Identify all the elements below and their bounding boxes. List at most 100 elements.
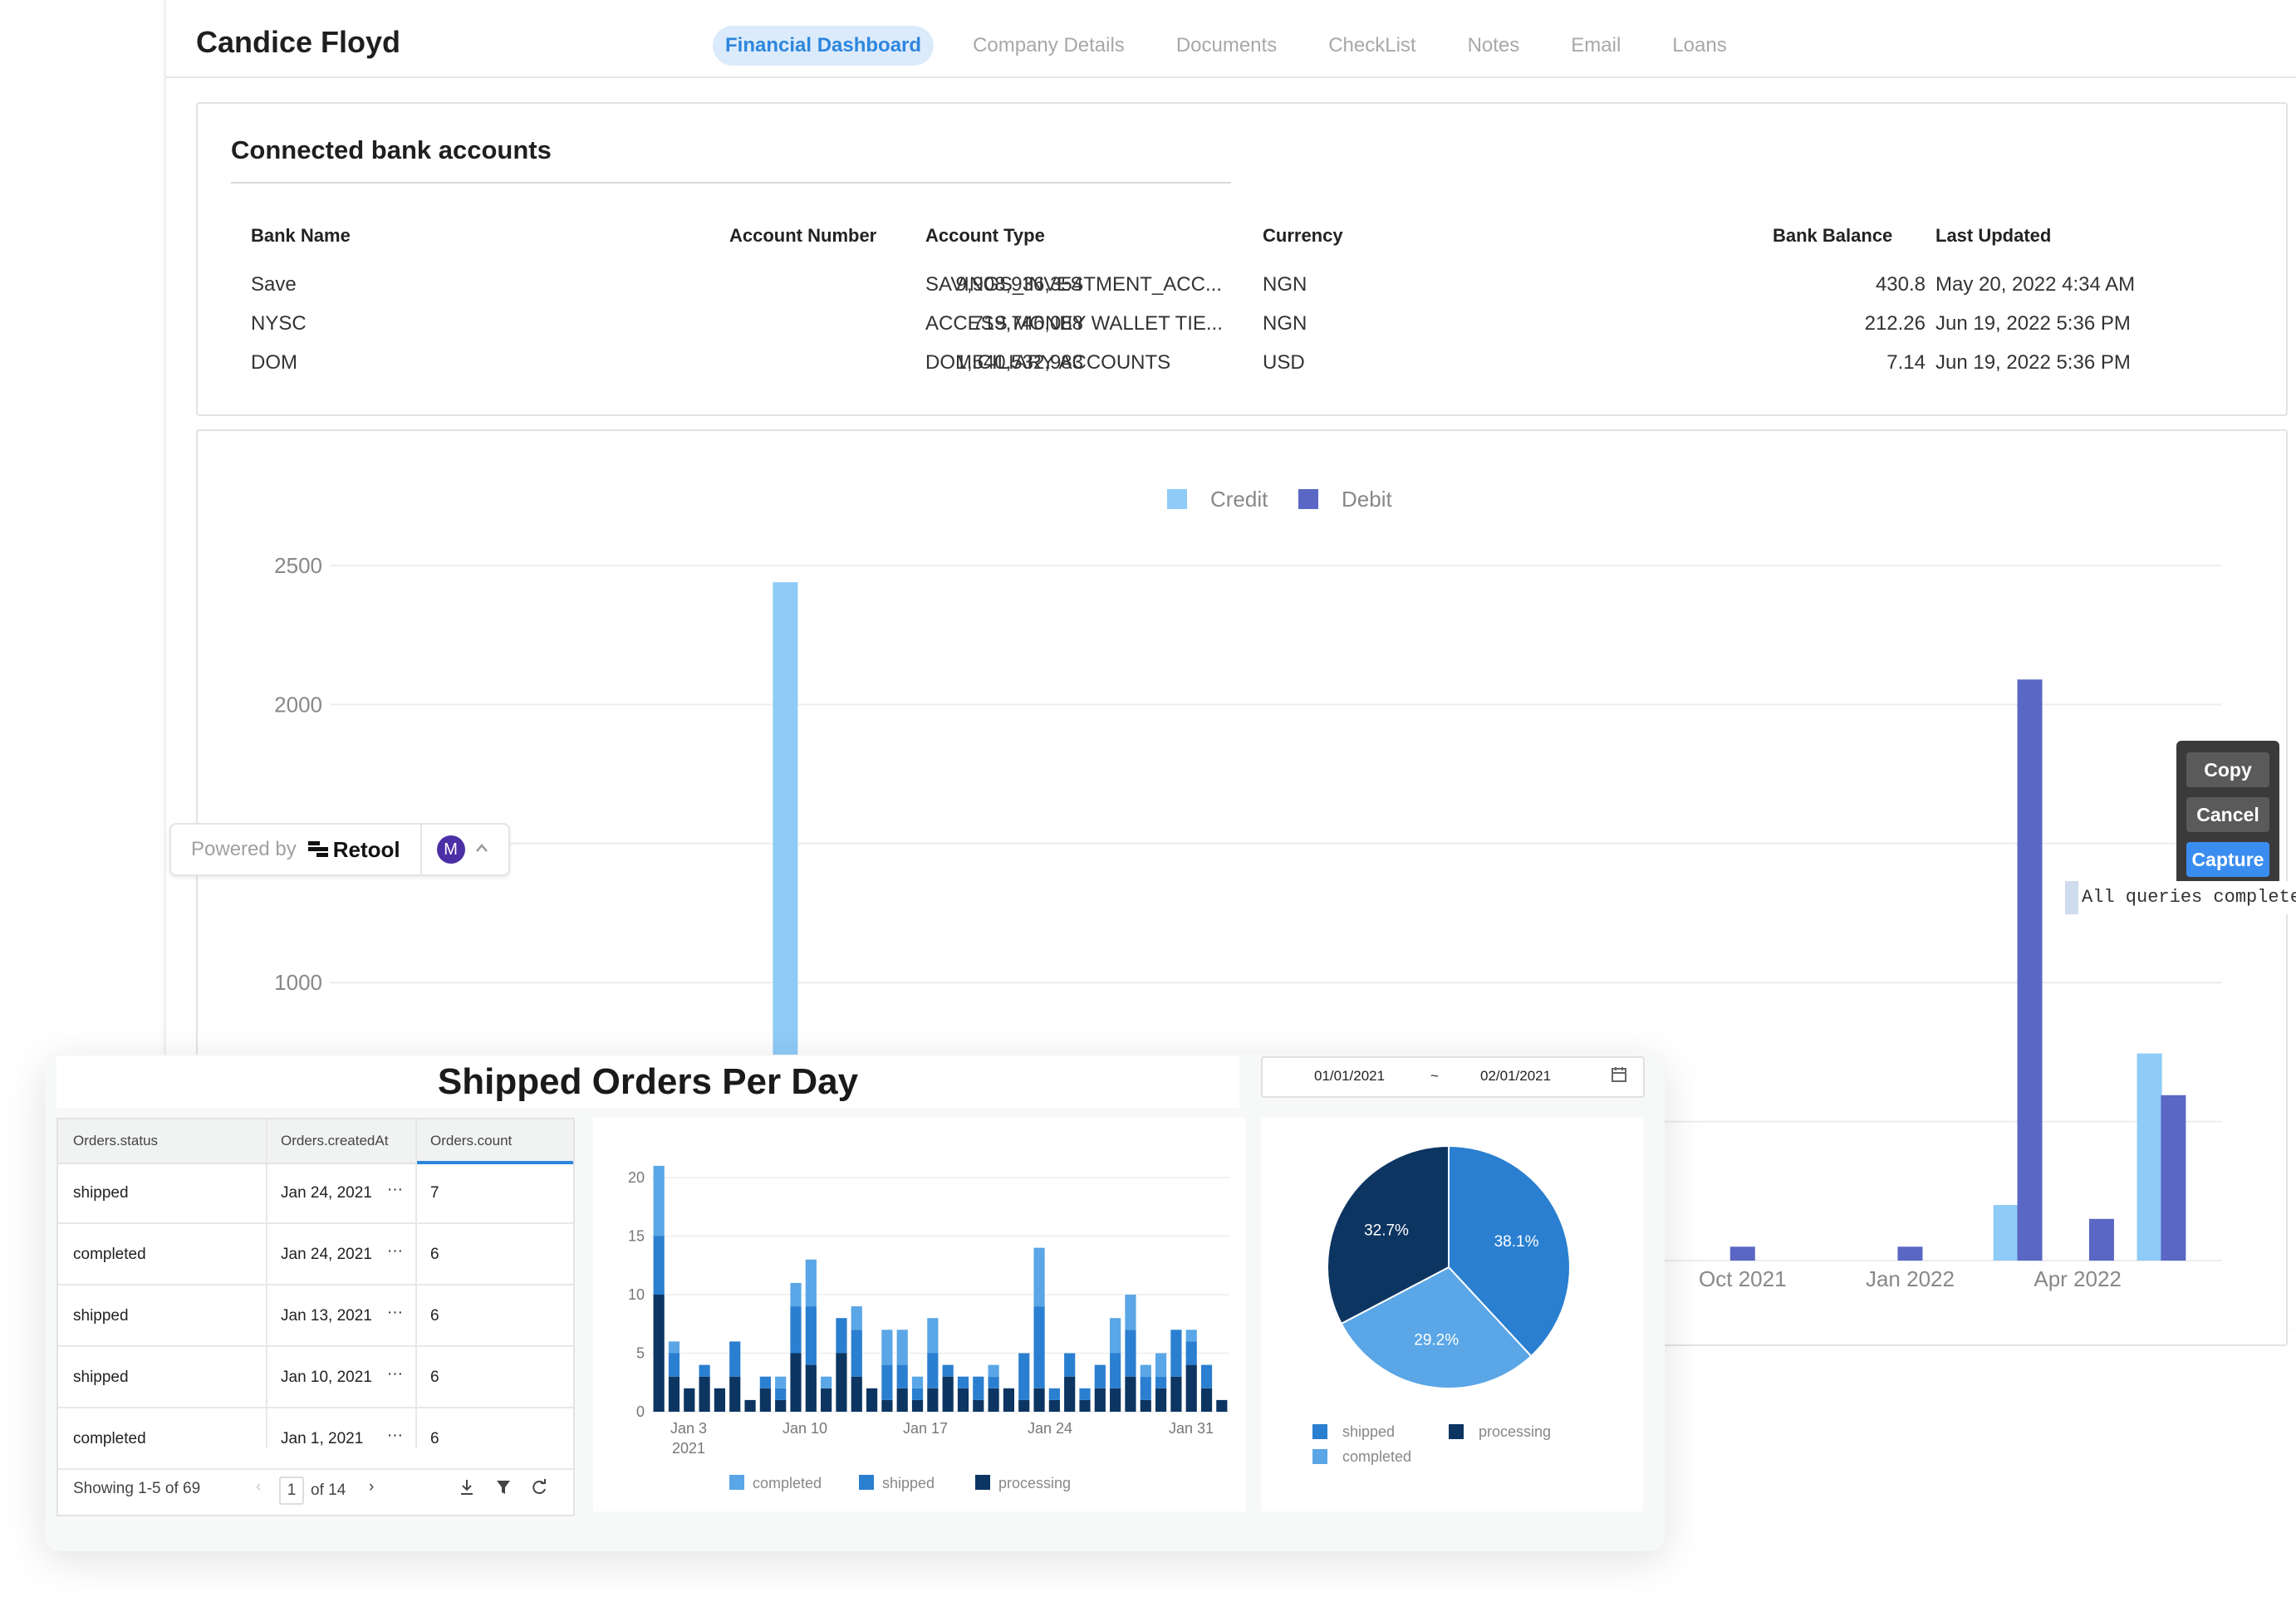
more-icon[interactable]: ··· — [387, 1242, 403, 1260]
tab-financial-dashboard[interactable]: Financial Dashboard — [713, 26, 935, 66]
completed-bar-segment — [896, 1330, 908, 1365]
table-row[interactable]: shipped Jan 10, 2021 ··· 6 — [58, 1347, 573, 1408]
tab-loans[interactable]: Loans — [1672, 34, 1727, 56]
account-type-cell[interactable]: DOMICILIARY ACCOUNTS — [925, 351, 1171, 374]
y-tick-label: 15 — [628, 1228, 645, 1245]
y-tick-label: 20 — [628, 1169, 645, 1186]
date-start[interactable]: 01/01/2021 — [1314, 1068, 1386, 1084]
shipped-bar-segment — [653, 1236, 665, 1295]
completed-bar-segment — [790, 1282, 802, 1307]
column-header-last-updated[interactable]: Last Updated — [1935, 225, 2052, 246]
refresh-icon[interactable] — [530, 1478, 548, 1501]
account-number-cell[interactable]: 9,908,936,354 — [955, 273, 1083, 296]
completed-bar-segment — [927, 1318, 939, 1354]
created-at-cell: Jan 24, 2021 — [281, 1246, 372, 1263]
more-icon[interactable]: ··· — [387, 1304, 403, 1321]
cancel-button[interactable]: Cancel — [2186, 797, 2269, 832]
currency-cell[interactable]: USD — [1263, 351, 1305, 374]
credit-bar — [2137, 1053, 2162, 1261]
completed-bar-segment — [911, 1376, 924, 1388]
avatar[interactable]: M — [436, 835, 465, 864]
next-page-icon[interactable]: › — [369, 1478, 375, 1496]
bank-accounts-card: Connected bank accounts Bank Name Accoun… — [196, 102, 2288, 416]
more-icon[interactable]: ··· — [387, 1181, 403, 1198]
completed-pie-slice — [1340, 1266, 1533, 1389]
processing-bar-segment — [790, 1353, 802, 1412]
table-footer: Showing 1-5 of 69 ‹ 1 of 14 › — [58, 1463, 573, 1515]
account-type-cell[interactable]: SAVINGS_INVESTMENT_ACC... — [925, 273, 1222, 296]
column-header-currency[interactable]: Currency — [1263, 225, 1343, 246]
queries-status-tooltip: All queries complete — [2065, 881, 2296, 914]
filter-icon[interactable] — [495, 1478, 512, 1501]
completed-legend-swatch — [729, 1475, 744, 1490]
retool-logo-icon — [307, 841, 328, 857]
processing-bar-segment — [1003, 1388, 1015, 1412]
column-header-status[interactable]: Orders.status — [73, 1133, 159, 1148]
bank-balance-cell[interactable]: 212.26 — [1864, 312, 1926, 335]
tab-checklist[interactable]: CheckList — [1328, 34, 1416, 56]
column-header-bank-balance[interactable]: Bank Balance — [1773, 225, 1893, 246]
table-row[interactable]: completed Jan 24, 2021 ··· 6 — [58, 1224, 573, 1286]
shipped-bar-segment — [1079, 1388, 1091, 1400]
retool-logo: Retool — [307, 837, 400, 863]
shipped-bar-segment — [1110, 1353, 1121, 1388]
bank-name-cell[interactable]: DOM — [251, 351, 297, 374]
tab-email[interactable]: Email — [1571, 34, 1621, 56]
more-icon[interactable]: ··· — [387, 1427, 403, 1444]
table-row[interactable]: shipped Jan 24, 2021 ··· 7 — [58, 1163, 573, 1224]
shipped-bar-segment — [1094, 1364, 1106, 1388]
last-updated-cell[interactable]: May 20, 2022 4:34 AM — [1935, 273, 2136, 296]
status-cell: shipped — [73, 1369, 129, 1386]
bank-name-cell[interactable]: NYSC — [251, 312, 307, 335]
orders-table: Orders.status Orders.createdAt Orders.co… — [56, 1118, 575, 1516]
created-at-cell: Jan 10, 2021 — [281, 1369, 372, 1386]
table-row[interactable]: completed Jan 1, 2021 ··· 6 — [58, 1408, 573, 1470]
shipped-bar-segment — [668, 1353, 680, 1377]
bank-balance-cell[interactable]: 430.8 — [1875, 273, 1926, 296]
more-icon[interactable]: ··· — [387, 1365, 403, 1383]
account-type-cell[interactable]: ACCESS MONEY WALLET TIE... — [925, 312, 1223, 335]
column-header-account-number[interactable]: Account Number — [729, 225, 877, 246]
x-tick-sublabel: 2021 — [672, 1440, 705, 1457]
bank-balance-cell[interactable]: 7.14 — [1886, 351, 1926, 374]
account-number-cell[interactable]: 1,540,532,983 — [955, 351, 1083, 374]
column-header-account-type[interactable]: Account Type — [925, 225, 1045, 246]
debit-bar — [1897, 1246, 1923, 1261]
chevron-up-icon[interactable] — [475, 842, 488, 857]
x-tick-label: Jan 3 — [670, 1420, 707, 1437]
y-tick-label: 0 — [636, 1403, 645, 1420]
bank-name-cell[interactable]: Save — [251, 273, 297, 296]
column-header-created-at[interactable]: Orders.createdAt — [281, 1133, 389, 1148]
calendar-icon[interactable] — [1612, 1066, 1626, 1087]
last-updated-cell[interactable]: Jun 19, 2022 5:36 PM — [1935, 312, 2131, 335]
download-icon[interactable] — [459, 1478, 475, 1501]
column-header-count[interactable]: Orders.count — [430, 1133, 513, 1148]
shipped-bar-segment — [1155, 1376, 1167, 1388]
prev-page-icon[interactable]: ‹ — [256, 1478, 262, 1496]
completed-bar-segment — [851, 1306, 862, 1330]
shipped-bar-segment — [911, 1388, 924, 1400]
page-number-input[interactable]: 1 — [279, 1477, 304, 1505]
orders-title: Shipped Orders Per Day — [437, 1061, 859, 1102]
account-number-cell[interactable]: 719,746,088 — [972, 312, 1083, 335]
currency-cell[interactable]: NGN — [1263, 273, 1307, 296]
processing-bar-segment — [1170, 1376, 1182, 1412]
powered-by-retool-badge[interactable]: Powered by Retool M — [169, 823, 510, 876]
tab-company-details[interactable]: Company Details — [973, 34, 1125, 56]
copy-button[interactable]: Copy — [2186, 752, 2269, 787]
capture-button[interactable]: Capture — [2186, 842, 2269, 877]
completed-bar-segment — [668, 1341, 680, 1354]
completed-bar-segment — [1125, 1295, 1136, 1330]
currency-cell[interactable]: NGN — [1263, 312, 1307, 335]
processing-legend-label: processing — [1479, 1423, 1551, 1440]
date-range-picker[interactable]: 01/01/2021 ~ 02/01/2021 — [1261, 1056, 1645, 1098]
tab-documents[interactable]: Documents — [1175, 34, 1278, 56]
column-header-bank-name[interactable]: Bank Name — [251, 225, 351, 246]
date-end[interactable]: 02/01/2021 — [1480, 1068, 1552, 1084]
processing-bar-segment — [1064, 1376, 1076, 1412]
tab-notes[interactable]: Notes — [1467, 34, 1520, 56]
orders-bar-chart: 0 5 10 15 20 Jan 3 Jan 10 Jan 17 Jan 24 Jan 31 202… — [628, 1165, 1229, 1491]
last-updated-cell[interactable]: Jun 19, 2022 5:36 PM — [1935, 351, 2131, 374]
table-row[interactable]: shipped Jan 13, 2021 ··· 6 — [58, 1286, 573, 1347]
completed-bar-segment — [988, 1364, 999, 1377]
